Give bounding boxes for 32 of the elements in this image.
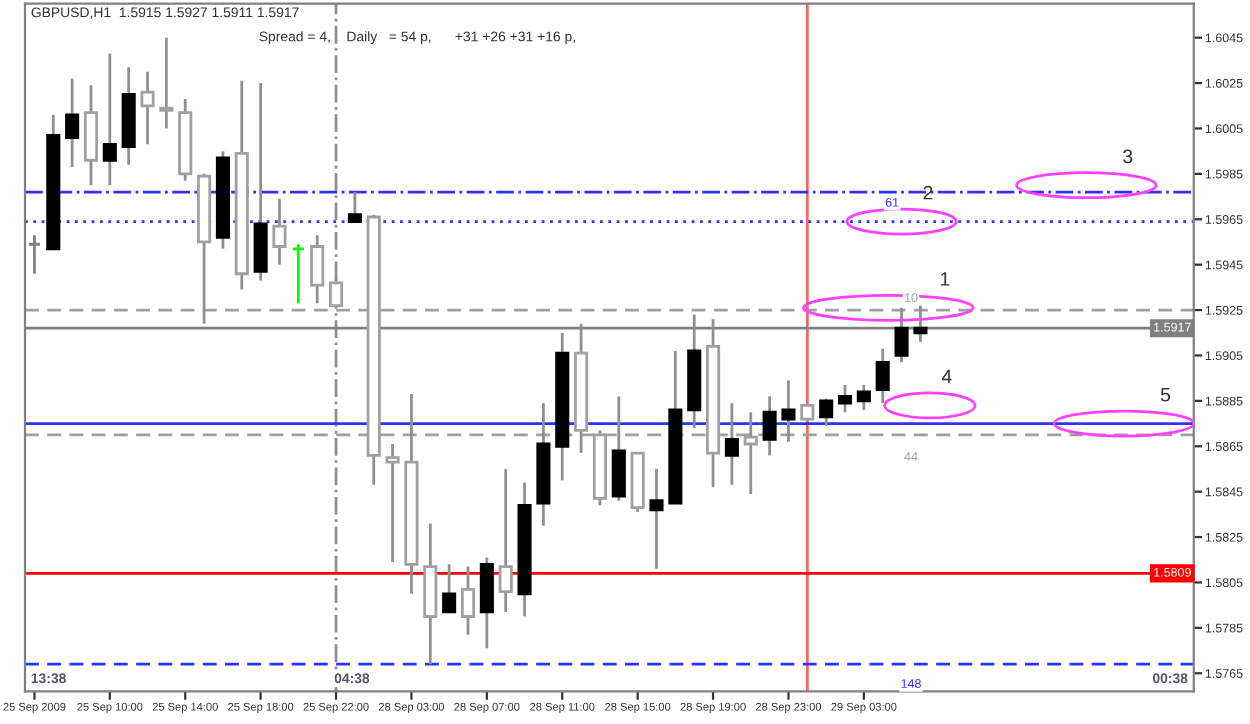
candlestick (140, 70, 155, 146)
annotation: 2 (923, 185, 933, 200)
candlestick (291, 242, 306, 305)
candlestick (479, 556, 494, 650)
candlestick (272, 197, 287, 267)
candlestick (611, 394, 626, 503)
candlestick (442, 562, 457, 614)
candlestick (310, 233, 325, 305)
candlestick (837, 383, 853, 414)
candlestick (83, 83, 99, 187)
candlestick (724, 401, 739, 487)
candlestick (819, 397, 834, 428)
candlestick (875, 347, 890, 405)
candlestick (894, 306, 909, 364)
candlestick (347, 190, 362, 223)
candlestick (65, 77, 80, 169)
annotation: 5 (1160, 387, 1171, 402)
candlestick (385, 442, 400, 564)
candlestick (762, 394, 777, 457)
candlestick (781, 379, 796, 444)
candlestick (159, 36, 174, 130)
annotation: 1 (941, 272, 950, 286)
candlestick (800, 401, 815, 423)
annotation: 4 (941, 369, 952, 384)
candlestick (460, 565, 476, 637)
candlestick (856, 383, 871, 412)
annotation: 3 (1123, 149, 1133, 164)
candlestick (649, 467, 664, 571)
candlestick (498, 467, 513, 614)
candlestick (913, 304, 928, 344)
candlestick (102, 52, 117, 187)
candlestick (253, 81, 268, 282)
